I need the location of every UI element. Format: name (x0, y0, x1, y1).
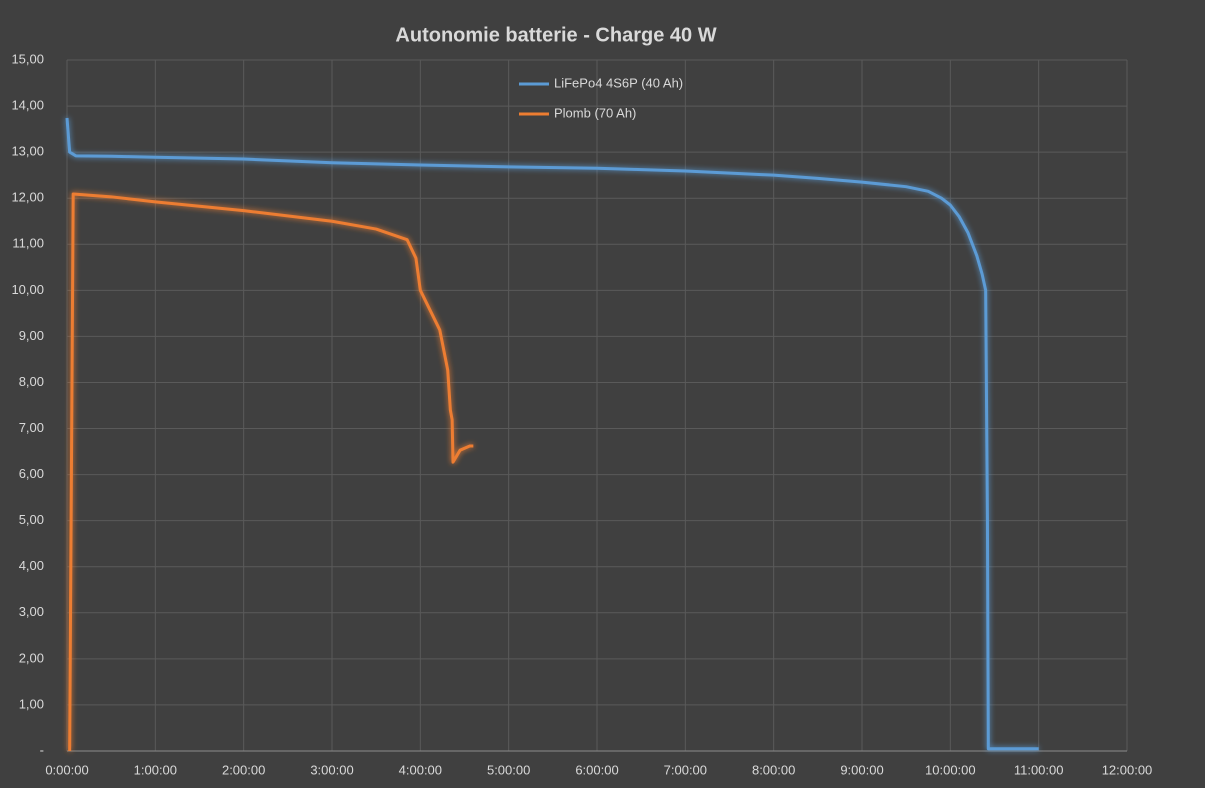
y-tick-label: 9,00 (19, 328, 44, 343)
legend-label: Plomb (70 Ah) (554, 105, 636, 120)
y-tick-label: 12,00 (11, 190, 44, 205)
y-tick-label: 6,00 (19, 466, 44, 481)
y-tick-label: 11,00 (12, 236, 44, 251)
y-tick-label: 7,00 (19, 420, 44, 435)
x-tick-label: 10:00:00 (925, 762, 976, 777)
x-tick-label: 9:00:00 (840, 762, 883, 777)
x-tick-label: 0:00:00 (45, 762, 88, 777)
chart-title: Autonomie batterie - Charge 40 W (395, 24, 716, 46)
y-tick-label: 5,00 (19, 512, 44, 527)
x-tick-label: 4:00:00 (399, 762, 442, 777)
x-tick-label: 12:00:00 (1102, 762, 1153, 777)
y-tick-label: 10,00 (11, 282, 44, 297)
y-tick-label: 1,00 (19, 696, 44, 711)
x-tick-label: 6:00:00 (575, 762, 618, 777)
x-tick-label: 8:00:00 (752, 762, 795, 777)
y-tick-label: 2,00 (19, 650, 44, 665)
y-tick-label: 15,00 (11, 51, 44, 66)
y-tick-label: 14,00 (11, 98, 44, 113)
y-tick-label: 4,00 (19, 558, 44, 573)
data-line (68, 192, 474, 752)
legend-label: LiFePo4 4S6P (40 Ah) (554, 75, 683, 90)
x-tick-label: 7:00:00 (664, 762, 707, 777)
x-tick-label: 2:00:00 (222, 762, 265, 777)
y-tick-label: 3,00 (19, 604, 44, 619)
y-tick-label: 8,00 (19, 374, 44, 389)
y-tick-label: 13,00 (11, 144, 44, 159)
data-line (65, 117, 1039, 751)
x-tick-label: 3:00:00 (310, 762, 353, 777)
x-tick-label: 5:00:00 (487, 762, 530, 777)
x-tick-label: 1:00:00 (134, 762, 177, 777)
x-tick-label: 11:00:00 (1014, 762, 1064, 777)
y-tick-label: - (40, 742, 44, 757)
